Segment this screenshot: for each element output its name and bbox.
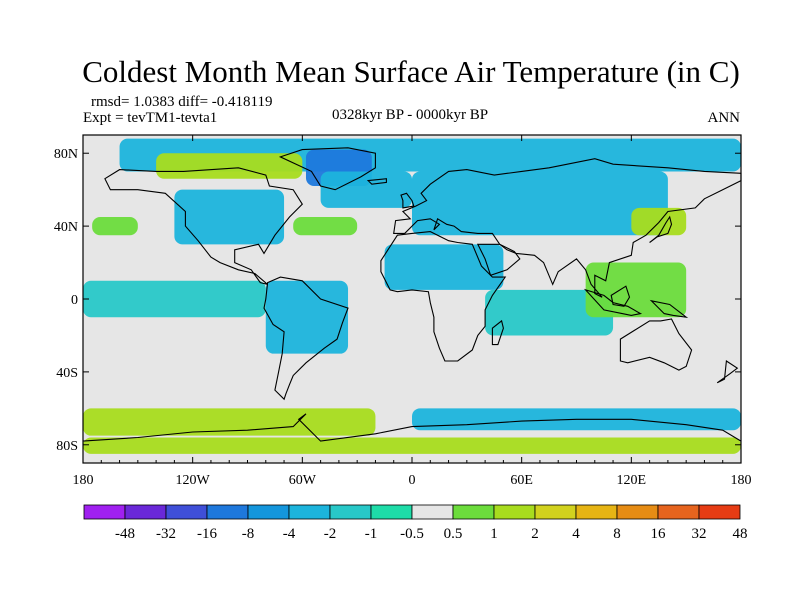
- stats-line: rmsd= 1.0383 diff= -0.418119: [91, 94, 273, 110]
- coastline-madagascar: [491, 319, 504, 346]
- colorbar-label: 2: [531, 526, 539, 542]
- colorbar-label: 0.5: [444, 526, 463, 542]
- x-tick-label: 120W: [176, 473, 211, 488]
- x-tick-label: 0: [409, 473, 416, 488]
- region-indian-ocean-cooling: [485, 289, 614, 336]
- region-tropical-pacific-cooling: [83, 280, 266, 318]
- coastline-new-guinea: [649, 299, 689, 319]
- colorbar-box: [452, 504, 495, 520]
- coastline-japan: [649, 215, 673, 243]
- region-north-pacific-warming: [92, 217, 138, 236]
- region-north-america-cooling: [174, 189, 285, 245]
- colorbar-label: -2: [324, 526, 337, 542]
- y-tick-label: 80N: [54, 147, 78, 162]
- coastline-antarctica: [82, 413, 742, 442]
- colorbar-label: 48: [733, 526, 748, 542]
- region-east-asia-warming: [631, 207, 687, 236]
- colorbar-label: -16: [197, 526, 217, 542]
- coastline-borneo: [610, 285, 631, 307]
- chart-title: Coldest Month Mean Surface Air Temperatu…: [82, 54, 740, 89]
- colorbar-box: [493, 504, 536, 520]
- y-tick-label: 0: [71, 293, 78, 308]
- coastline-iceland: [366, 178, 387, 185]
- colorbar-label: -32: [156, 526, 176, 542]
- region-eurasia-cooling: [412, 171, 668, 236]
- colorbar-box: [83, 504, 126, 520]
- coastline-eurasia: [393, 158, 742, 298]
- colorbar-box: [206, 504, 249, 520]
- colorbar-label: 16: [651, 526, 667, 542]
- period-label: 0328kyr BP - 0000kyr BP: [332, 107, 488, 123]
- colorbar-box: [616, 504, 659, 520]
- x-tick-label: 60E: [510, 473, 533, 488]
- coastline-greenland: [278, 147, 376, 191]
- colorbar-box: [575, 504, 618, 520]
- y-tick-label: 40N: [54, 220, 78, 235]
- colorbar-box: [370, 504, 413, 520]
- region-canada-arctic-warming: [156, 153, 303, 179]
- region-mid-atlantic-warming: [293, 217, 358, 236]
- region-antarctica-warming: [83, 437, 741, 454]
- colorbar-label: 4: [572, 526, 580, 542]
- region-southern-ocean-warming: [83, 408, 376, 436]
- coastline-north-america: [104, 167, 303, 285]
- y-tick-label: 80S: [56, 439, 78, 454]
- colorbar-box: [288, 504, 331, 520]
- colorbar-label: -4: [283, 526, 296, 542]
- map-plot-area: [82, 134, 742, 464]
- colorbar-box: [698, 504, 741, 520]
- colorbar-box: [247, 504, 290, 520]
- x-tick-label: 180: [731, 473, 752, 488]
- region-north-africa-cooling: [384, 244, 504, 290]
- colorbar-box: [124, 504, 167, 520]
- y-axis: 80N 40N 0 40S 80S: [54, 147, 741, 454]
- colorbar-box: [329, 504, 372, 520]
- y-tick-label: 40S: [56, 366, 78, 381]
- coastlines: [82, 147, 742, 442]
- colorbar-box: [534, 504, 577, 520]
- experiment-label: Expt = tevTM1-tevta1: [83, 110, 217, 126]
- coastline-australia: [619, 318, 693, 371]
- colorbar-box: [411, 504, 454, 520]
- coastline-south-america: [263, 276, 349, 401]
- colorbar-label: -8: [242, 526, 255, 542]
- colorbar-box: [657, 504, 700, 520]
- season-label: ANN: [708, 110, 741, 126]
- colorbar-label: -1: [365, 526, 378, 542]
- region-north-atlantic-cooling: [320, 171, 412, 208]
- coastline-new-zealand: [716, 360, 739, 384]
- coastline-africa: [380, 231, 507, 362]
- colorbar: -48 -32 -16 -8 -4 -2 -1 -0.5 0.5 1 2 4 8 16 32 48: [83, 504, 748, 542]
- colorbar-label: -0.5: [400, 526, 424, 542]
- region-south-america-cooling: [265, 280, 349, 354]
- coastline-uk: [400, 192, 415, 209]
- colorbar-label: -48: [115, 526, 135, 542]
- x-tick-label: 120E: [617, 473, 647, 488]
- coastline-arabia: [476, 243, 521, 276]
- coastline-indonesia: [583, 288, 643, 316]
- colorbar-label: 32: [692, 526, 707, 542]
- region-maritime-continent-warming: [585, 262, 687, 318]
- colorbar-label: 8: [613, 526, 621, 542]
- colorbar-box: [165, 504, 208, 520]
- colorbar-label: 1: [490, 526, 498, 542]
- x-tick-label: 180: [73, 473, 94, 488]
- x-axis: 180 120W 60W 0 60E 120E 180: [73, 135, 752, 488]
- x-tick-label: 60W: [289, 473, 317, 488]
